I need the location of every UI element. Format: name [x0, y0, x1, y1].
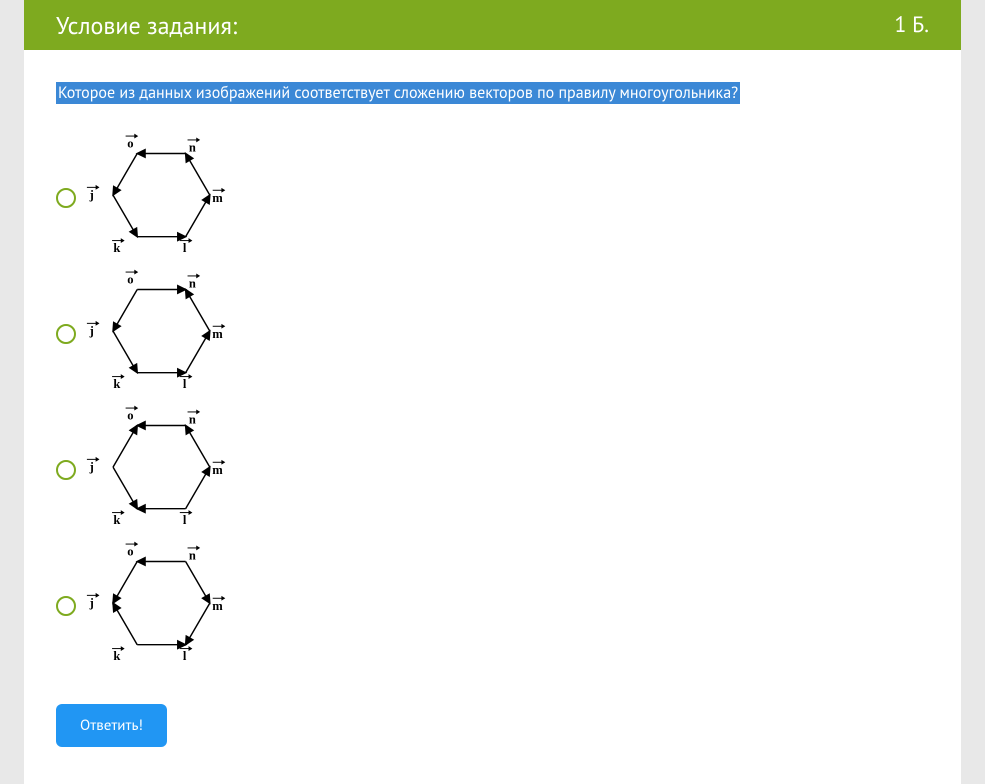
svg-text:n: n — [189, 141, 196, 155]
svg-text:k: k — [113, 378, 120, 392]
radio-option-4[interactable] — [56, 596, 76, 616]
svg-text:n: n — [189, 549, 196, 563]
question-wrapper: Которое из данных изображений соответств… — [56, 82, 929, 104]
svg-text:j: j — [89, 188, 94, 202]
svg-text:o: o — [127, 137, 133, 151]
svg-text:n: n — [189, 277, 196, 291]
svg-text:k: k — [113, 514, 120, 528]
option-row: o n m l k j — [56, 540, 929, 672]
submit-button[interactable]: Ответить! — [56, 704, 167, 747]
svg-text:l: l — [183, 378, 187, 392]
task-points: 1 Б. — [894, 11, 929, 39]
svg-text:k: k — [113, 650, 120, 664]
svg-text:j: j — [89, 596, 94, 610]
hexagon-diagram: o n m l k j — [84, 404, 234, 536]
svg-text:m: m — [212, 327, 223, 341]
task-content: Которое из данных изображений соответств… — [24, 50, 961, 784]
radio-option-2[interactable] — [56, 324, 76, 344]
option-row: o n m l k j — [56, 132, 929, 264]
svg-text:n: n — [189, 413, 196, 427]
hexagon-diagram: o n m l k j — [84, 268, 234, 400]
svg-text:m: m — [212, 191, 223, 205]
radio-option-3[interactable] — [56, 460, 76, 480]
svg-text:o: o — [127, 273, 133, 287]
option-row: o n m l k j — [56, 404, 929, 536]
hexagon-diagram: o n m l k j — [84, 540, 234, 672]
svg-text:j: j — [89, 460, 94, 474]
radio-option-1[interactable] — [56, 188, 76, 208]
task-panel: Условие задания: 1 Б. Которое из данных … — [24, 0, 961, 784]
svg-text:o: o — [127, 545, 133, 559]
svg-text:l: l — [183, 650, 187, 664]
svg-text:m: m — [212, 463, 223, 477]
svg-text:m: m — [212, 599, 223, 613]
task-title: Условие задания: — [56, 10, 237, 41]
question-text: Которое из данных изображений соответств… — [56, 82, 740, 104]
hexagon-diagram: o n m l k j — [84, 132, 234, 264]
options-list: o n m l k j — [56, 132, 929, 672]
option-row: o n m l k j — [56, 268, 929, 400]
svg-text:l: l — [183, 242, 187, 256]
svg-text:j: j — [89, 324, 94, 338]
task-header: Условие задания: 1 Б. — [24, 0, 961, 50]
svg-text:k: k — [113, 242, 120, 256]
svg-text:o: o — [127, 409, 133, 423]
svg-text:l: l — [183, 514, 187, 528]
